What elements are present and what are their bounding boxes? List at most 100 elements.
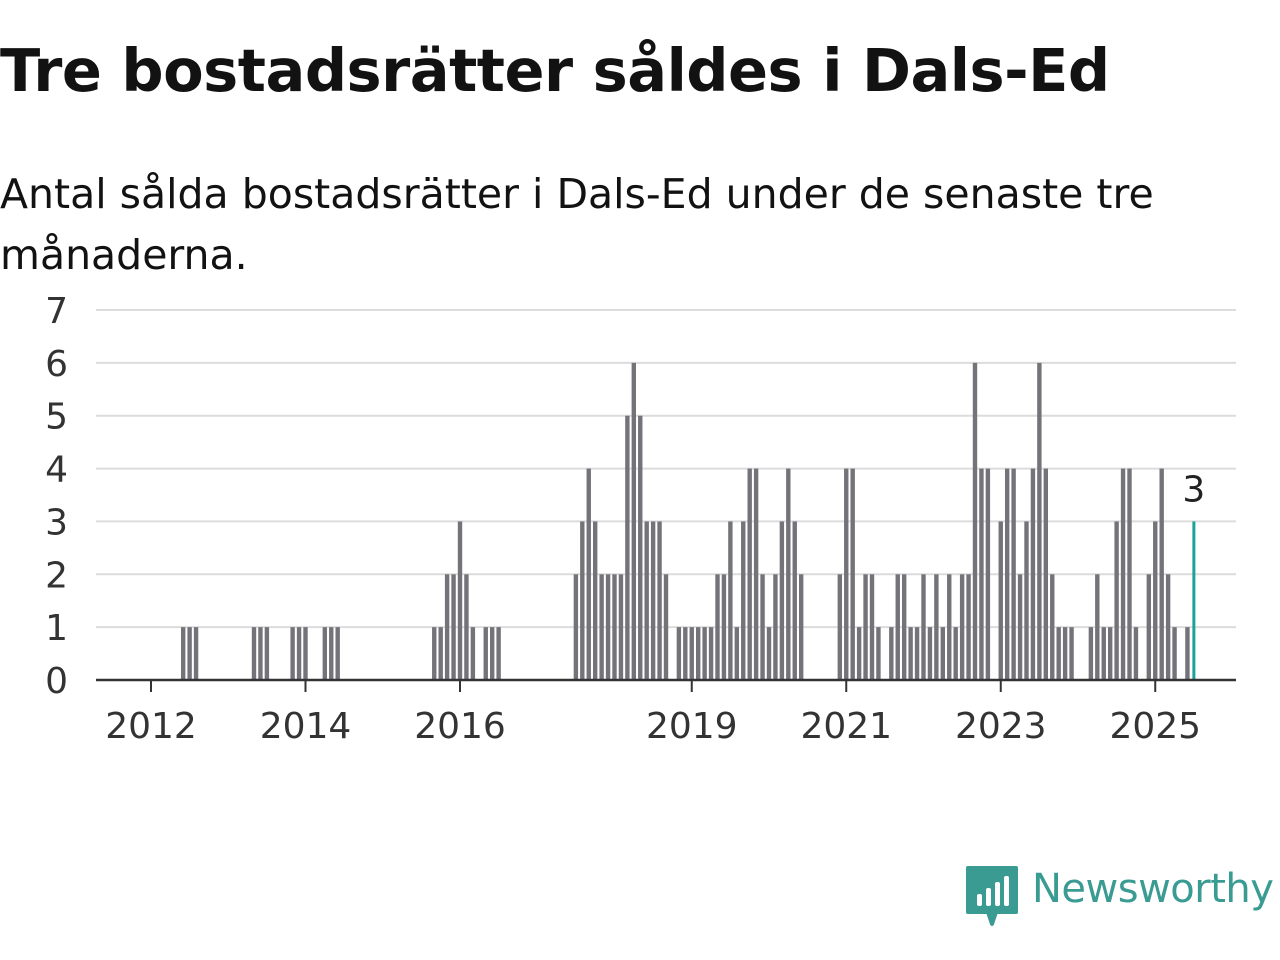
bar	[631, 362, 637, 680]
bar	[438, 627, 443, 680]
bar	[1017, 574, 1023, 680]
bar	[483, 627, 488, 680]
bar	[844, 468, 849, 680]
bar	[979, 468, 984, 680]
bar	[258, 627, 263, 680]
bar	[638, 415, 643, 680]
bar	[689, 627, 694, 680]
bar	[972, 362, 978, 680]
bar	[457, 521, 463, 680]
bar	[985, 468, 991, 680]
bar	[612, 574, 617, 680]
bar	[650, 521, 656, 680]
bar	[921, 574, 926, 680]
bar	[644, 521, 649, 680]
annotations: 3	[1182, 469, 1205, 510]
bar	[193, 627, 199, 680]
bar	[573, 574, 579, 680]
bar	[1146, 574, 1152, 680]
bar	[914, 627, 920, 680]
bar	[1088, 627, 1094, 680]
highlight-value-label: 3	[1182, 469, 1205, 510]
bar-highlight	[1192, 521, 1196, 680]
x-tick-label: 2016	[414, 706, 506, 747]
bar	[187, 627, 192, 680]
bar	[934, 574, 939, 680]
bar	[303, 627, 308, 680]
bar	[901, 574, 907, 680]
bar	[676, 627, 682, 680]
y-tick-label: 3	[45, 502, 68, 543]
bar	[998, 521, 1003, 680]
bar	[464, 574, 469, 680]
x-tick-label: 2014	[260, 706, 352, 747]
bar	[264, 627, 270, 680]
bar	[1172, 627, 1177, 680]
bar	[1050, 574, 1055, 680]
bar	[889, 627, 894, 680]
bar	[1101, 627, 1106, 680]
bar	[1037, 362, 1042, 680]
bar	[599, 574, 604, 680]
x-axis-ticks: 2012 2014 2016 2019 2021 2023 2025	[105, 680, 1201, 747]
bar	[296, 627, 302, 680]
bar	[1056, 627, 1061, 680]
bar	[927, 627, 933, 680]
bar	[329, 627, 334, 680]
bar	[605, 574, 611, 680]
bar	[1011, 468, 1016, 680]
bar	[741, 521, 746, 680]
bar	[708, 627, 714, 680]
bar	[728, 521, 733, 680]
bar	[1165, 574, 1171, 680]
bar	[496, 627, 501, 680]
bar	[1095, 574, 1100, 680]
page-subtitle: Antal sålda bostadsrätter i Dals-Ed unde…	[0, 170, 1154, 279]
bar	[1030, 468, 1036, 680]
bar	[959, 574, 965, 680]
bar	[747, 468, 752, 680]
bar	[335, 627, 340, 680]
y-tick-label: 5	[45, 397, 68, 438]
x-tick-label: 2019	[646, 706, 738, 747]
bar	[1062, 627, 1068, 680]
bar	[940, 627, 946, 680]
bar	[721, 574, 727, 680]
bar	[1127, 468, 1132, 680]
y-axis-ticks: 0 1 2 3 4 5 6 7	[45, 291, 68, 702]
bar	[625, 415, 630, 680]
bar	[908, 627, 913, 680]
bar	[451, 574, 456, 680]
bar	[715, 574, 720, 680]
bar	[856, 627, 862, 680]
bar	[773, 574, 778, 680]
bar	[1114, 521, 1119, 680]
bar	[786, 468, 791, 680]
brand-name: Newsworthy	[1032, 866, 1274, 912]
bar	[444, 574, 450, 680]
bar	[1004, 468, 1010, 680]
x-tick-label: 2025	[1109, 706, 1201, 747]
bar	[580, 521, 585, 680]
bar	[779, 521, 785, 680]
bar	[663, 574, 669, 680]
bar	[489, 627, 495, 680]
bar	[1133, 627, 1139, 680]
bar	[1107, 627, 1113, 680]
bar	[1043, 468, 1049, 680]
bar	[290, 627, 295, 680]
y-tick-label: 0	[45, 661, 68, 702]
bar	[592, 521, 598, 680]
bar	[837, 574, 843, 680]
y-tick-label: 1	[45, 608, 68, 649]
bar	[695, 627, 701, 680]
bar	[432, 627, 437, 680]
y-tick-label: 2	[45, 555, 68, 596]
newsworthy-logo-icon	[966, 866, 1018, 926]
bar	[760, 574, 765, 680]
bar	[766, 627, 772, 680]
x-tick-label: 2021	[800, 706, 892, 747]
bar	[753, 468, 759, 680]
bar	[180, 627, 186, 680]
bar	[470, 627, 476, 680]
